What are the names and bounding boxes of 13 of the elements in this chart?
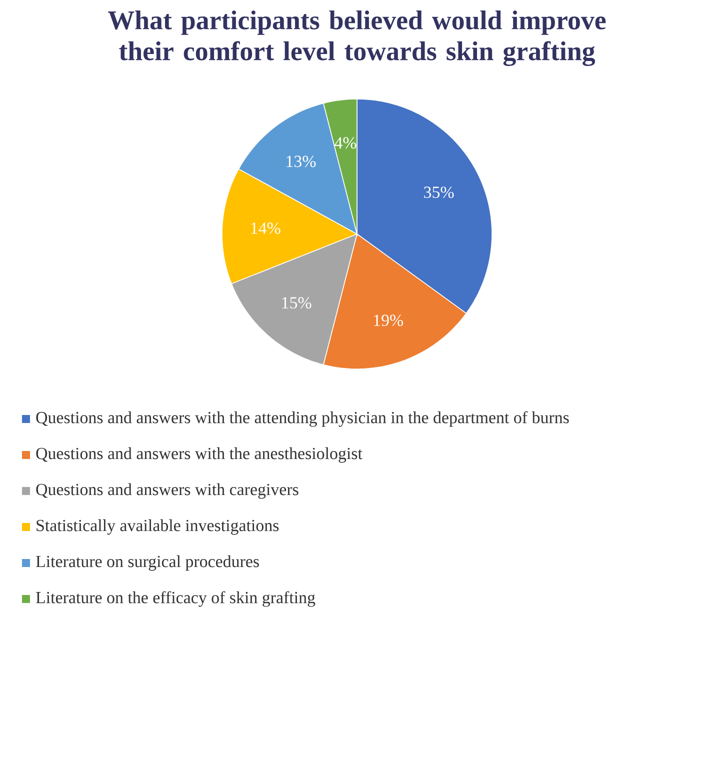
- legend-label: Questions and answers with caregivers: [36, 483, 298, 499]
- data-label: 4%: [334, 137, 356, 149]
- data-label: 13%: [286, 156, 316, 168]
- legend-label: Questions and answers with the attending physician in the department of burns: [36, 411, 569, 427]
- data-label: 35%: [424, 186, 454, 198]
- legend-label: Statistically available investigations: [36, 519, 279, 535]
- data-label: 14%: [251, 222, 280, 234]
- legend-label: Literature on surgical procedures: [36, 555, 259, 571]
- data-label: 19%: [374, 314, 404, 326]
- data-label: 15%: [282, 297, 312, 309]
- chart-title: What participants believed would improve their comfort level towards skin grafting: [108, 10, 606, 66]
- legend-label: Literature on the efficacy of skin grafting: [36, 591, 316, 607]
- legend-label: Questions and answers with the anesthesiologist: [36, 447, 362, 463]
